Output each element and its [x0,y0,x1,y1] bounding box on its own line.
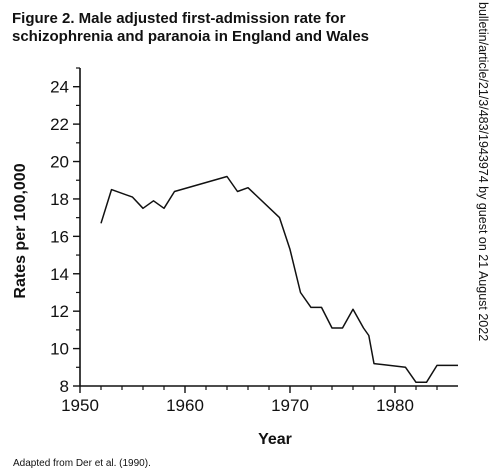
x-tick-label: 1950 [61,396,99,415]
series-line [100,175,458,384]
y-tick-label: 10 [50,340,69,359]
watermark: bulletin/article/21/3/483/1943974 by gue… [472,2,496,341]
y-tick-label: 22 [50,115,69,134]
figure-title-line1: Figure 2. Male adjusted first-admission … [12,10,346,27]
x-tick-label: 1980 [376,396,414,415]
figure-title-line2: schizophrenia and paranoia in England an… [12,28,370,45]
y-tick-label: 20 [50,153,69,172]
y-tick-label: 18 [50,190,69,209]
figure-title: Figure 2. Male adjusted first-admission … [12,10,392,46]
y-tick-label: 24 [50,78,69,97]
y-tick-label: 16 [50,227,69,246]
y-tick-label: 12 [50,302,69,321]
y-axis-label: Rates per 100,000 [12,163,29,298]
y-tick-label: 8 [60,377,69,396]
y-tick-label: 14 [50,265,69,284]
x-axis-label: Year [258,431,292,448]
watermark-text: bulletin/article/21/3/483/1943974 by gue… [476,2,490,342]
x-tick-label: 1970 [271,396,309,415]
x-tick-label: 1960 [166,396,204,415]
source-note: Adapted from Der et al. (1990). [13,458,151,469]
